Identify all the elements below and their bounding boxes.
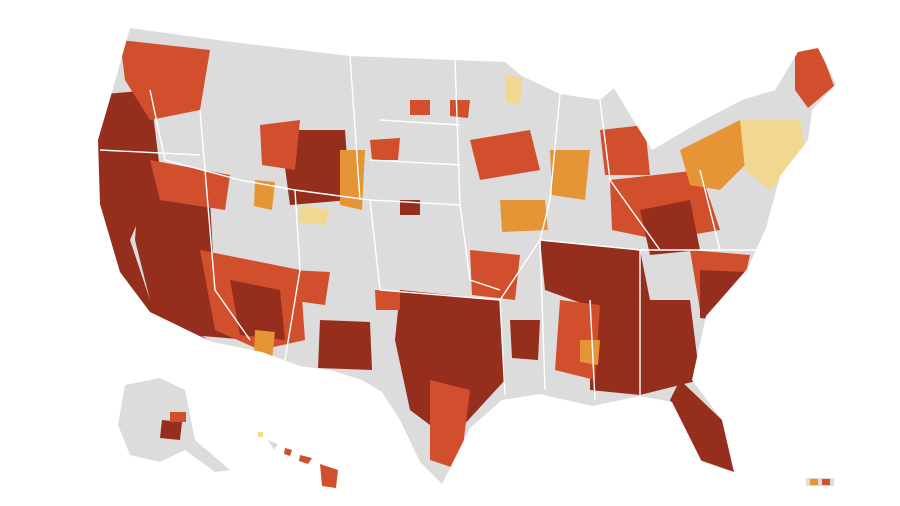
county-area <box>540 240 650 310</box>
county-area <box>810 479 818 485</box>
puerto-rico <box>806 478 834 486</box>
county-area <box>600 125 650 175</box>
county-area <box>822 479 830 485</box>
county-area <box>299 455 312 464</box>
state-borders <box>99 55 760 401</box>
county-area <box>640 200 700 255</box>
county-area <box>120 40 210 120</box>
contiguous-us <box>98 28 836 484</box>
county-area <box>260 120 300 170</box>
county-area <box>268 440 278 450</box>
county-area <box>318 320 372 370</box>
county-area <box>298 205 330 225</box>
county-area <box>505 75 522 105</box>
county-area <box>288 270 330 305</box>
county-area <box>470 130 540 180</box>
county-area <box>410 100 430 115</box>
county-area <box>280 130 350 205</box>
county-area <box>340 150 365 210</box>
county-area <box>510 320 540 360</box>
county-area <box>580 340 600 365</box>
county-area <box>230 280 285 340</box>
county-area <box>170 412 186 422</box>
county-area <box>160 420 182 440</box>
county-area <box>258 432 263 437</box>
county-area <box>430 380 470 470</box>
county-area <box>450 100 470 118</box>
county-area <box>254 330 275 360</box>
county-area <box>284 448 292 456</box>
county-area <box>375 290 400 310</box>
county-area <box>700 270 745 320</box>
county-area <box>740 120 805 190</box>
county-area <box>550 150 590 200</box>
county-area <box>395 290 505 440</box>
county-area <box>590 300 700 395</box>
county-area <box>370 138 400 160</box>
county-area <box>320 464 338 488</box>
county-area <box>135 170 250 340</box>
county-area <box>99 55 760 401</box>
county-fills <box>98 40 834 472</box>
county-area <box>400 200 420 215</box>
county-area <box>795 48 834 108</box>
county-area <box>500 200 548 232</box>
county-area <box>470 250 520 300</box>
alaska <box>118 378 230 472</box>
county-area <box>670 380 734 472</box>
county-area <box>254 180 275 210</box>
hawaii <box>258 432 338 488</box>
